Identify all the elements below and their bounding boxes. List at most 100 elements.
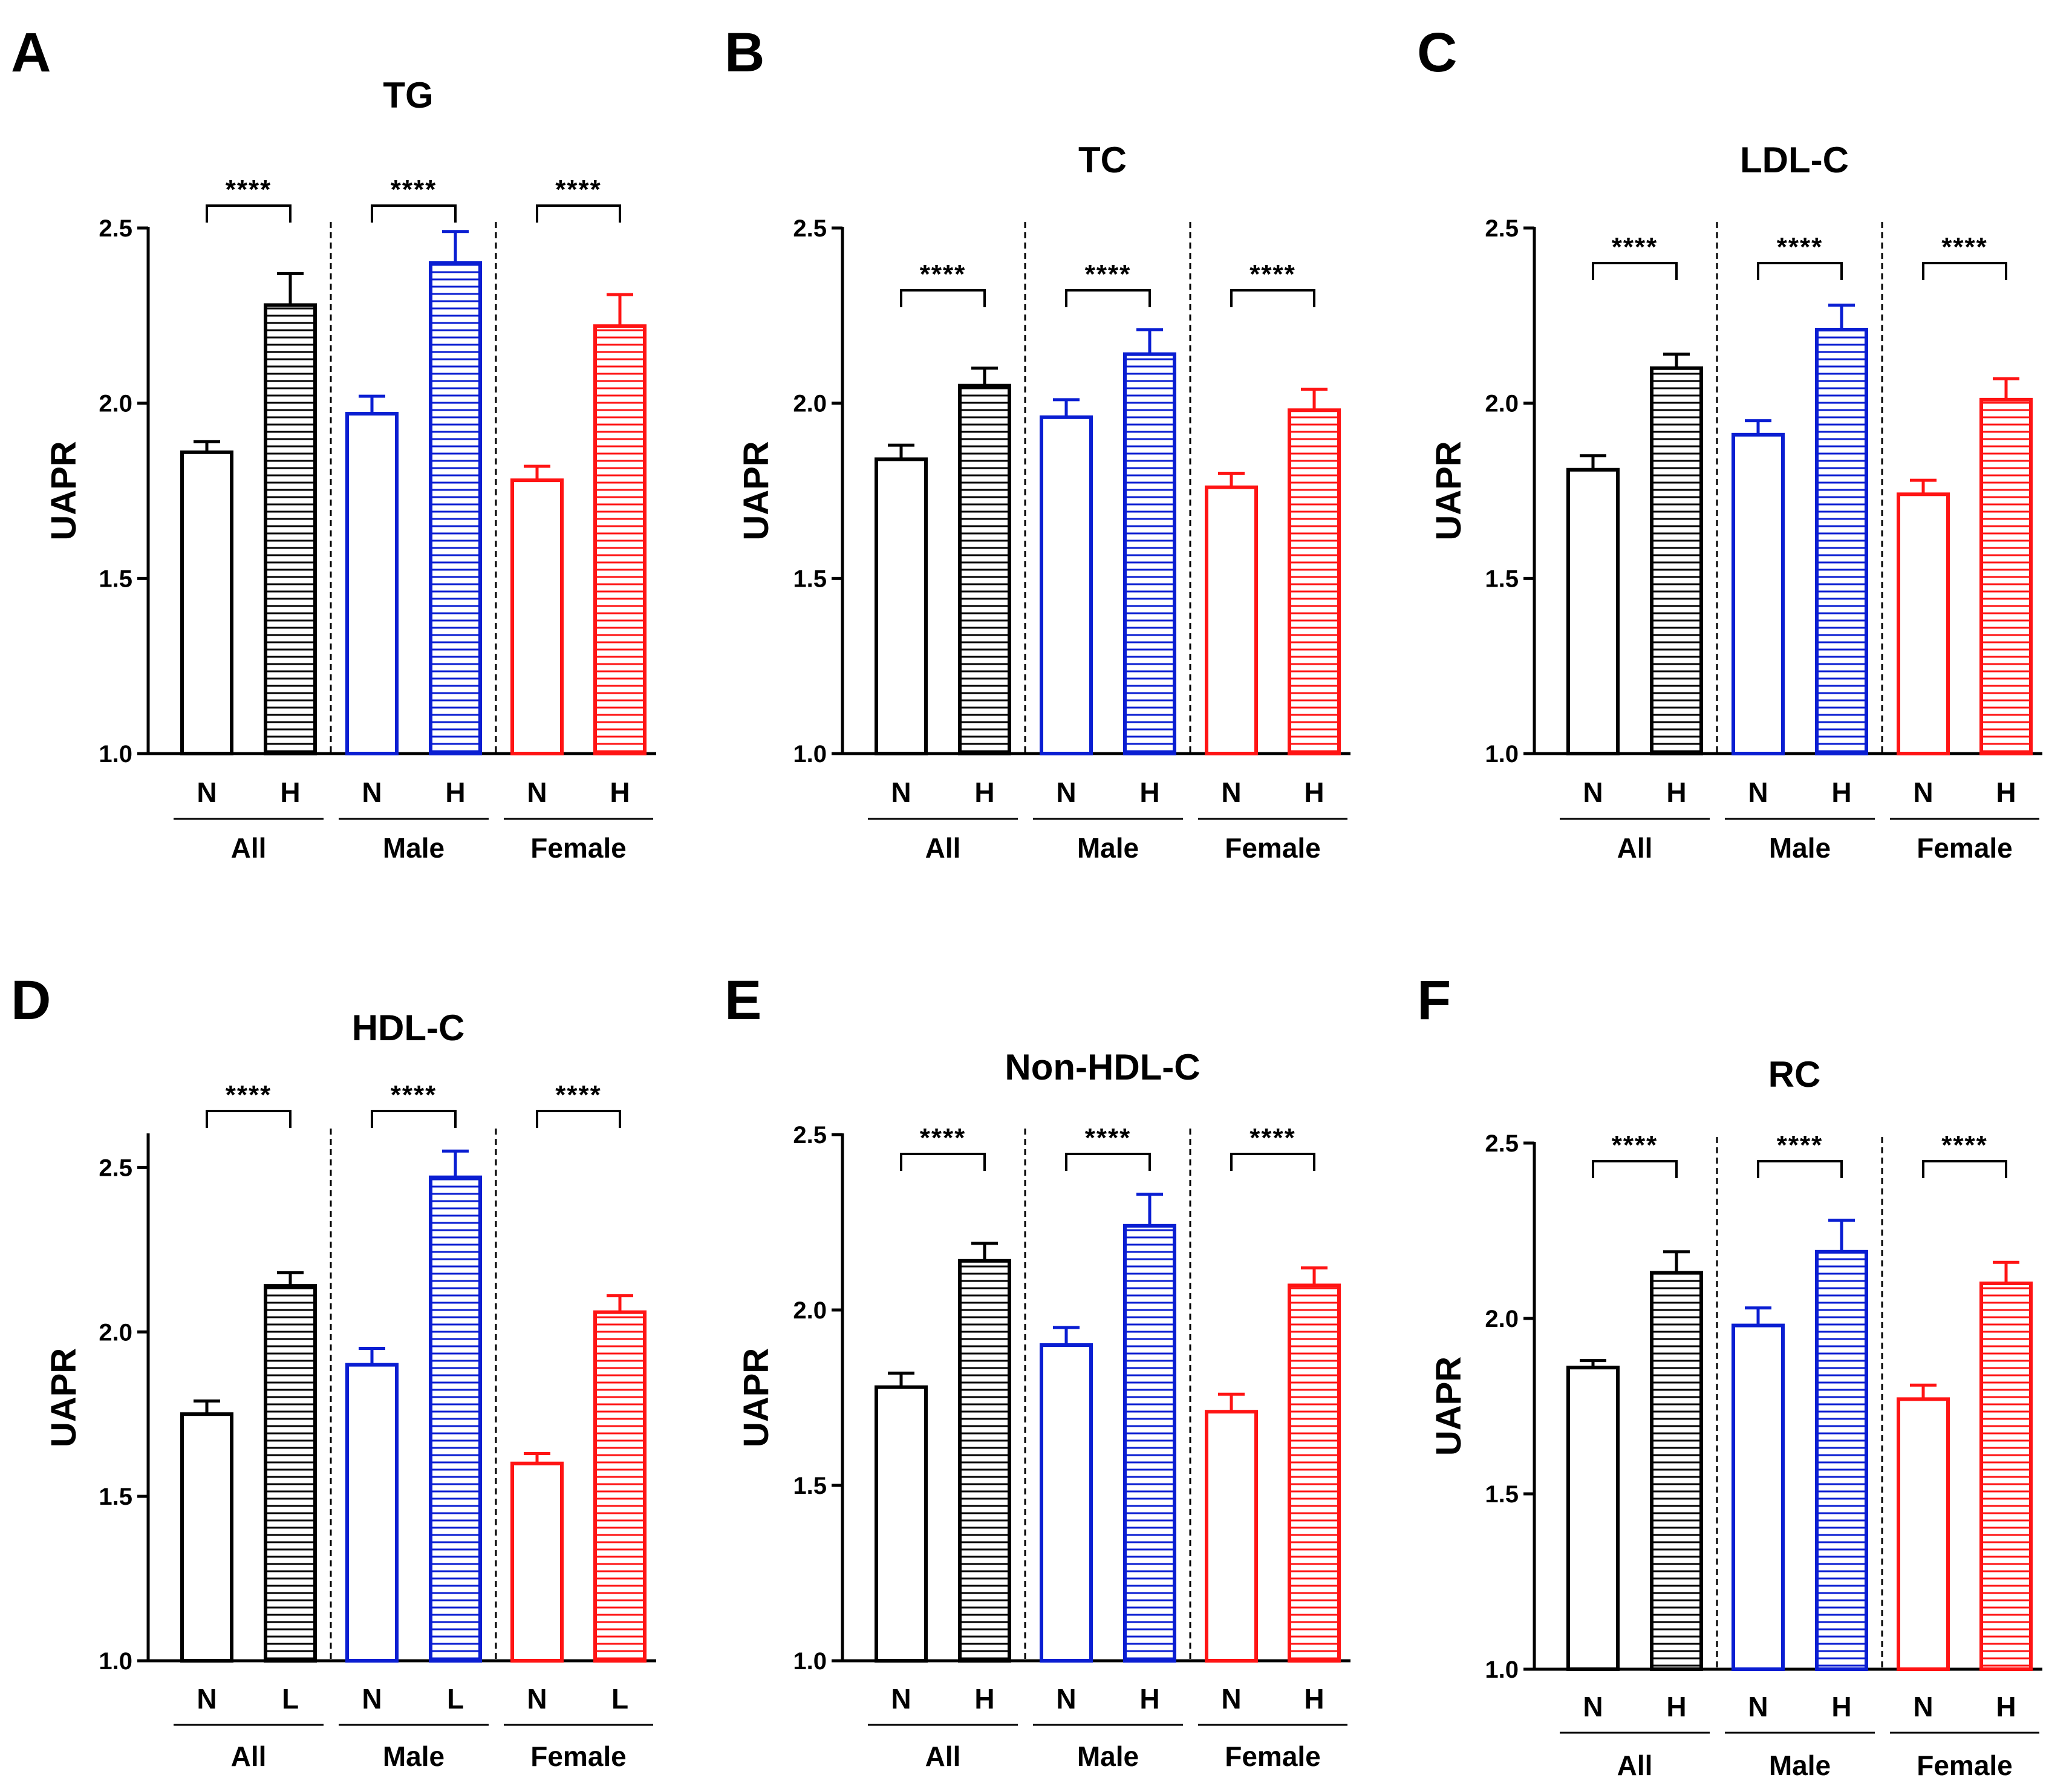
bar-all-n xyxy=(875,457,928,755)
y-tick-label: 2.5 xyxy=(793,1122,827,1149)
significance-label: **** xyxy=(391,175,437,204)
significance-label: **** xyxy=(555,175,602,204)
category-label: N xyxy=(1913,777,1933,808)
bar-female-h xyxy=(1288,1283,1341,1663)
significance-bracket xyxy=(206,204,292,223)
significance-bracket xyxy=(206,1110,292,1128)
category-label: N xyxy=(362,1683,382,1715)
bar-male-h xyxy=(1123,1223,1176,1663)
bar-all-n xyxy=(1566,1366,1620,1671)
category-label: H xyxy=(1666,777,1686,808)
category-label: H xyxy=(280,777,300,808)
bar-female-n xyxy=(510,478,564,755)
y-tick-label: 2.0 xyxy=(793,1297,827,1324)
category-label: N xyxy=(197,1683,217,1715)
panel-letter: A xyxy=(11,22,51,83)
y-tick-label: 2.0 xyxy=(99,391,132,417)
bar-all-h xyxy=(958,383,1011,755)
bar-female-h xyxy=(1979,1282,2033,1671)
chart-title: TC xyxy=(1078,140,1127,180)
chart-panel-d: D HDL-C UAPR 1.0 1.5 2.0 2.5 N L **** All N L **** Mal… xyxy=(11,969,656,1772)
bar-all-n xyxy=(180,1412,233,1663)
bar-all-l xyxy=(264,1284,317,1663)
category-label: H xyxy=(1996,777,2016,808)
bar-male-n xyxy=(1732,432,1785,755)
y-tick-label: 1.5 xyxy=(793,1473,827,1499)
y-tick-label: 2.0 xyxy=(1485,1306,1519,1332)
panel-letter: F xyxy=(1417,969,1451,1031)
significance-label: **** xyxy=(1941,232,1988,262)
bar-male-n xyxy=(1040,415,1093,755)
y-tick-label: 1.5 xyxy=(99,565,132,592)
group-label: All xyxy=(231,1741,267,1772)
y-tick-label: 2.0 xyxy=(99,1319,132,1346)
y-axis-label: UAPR xyxy=(737,441,776,540)
group-label: Female xyxy=(1225,1741,1321,1772)
y-tick-label: 2.0 xyxy=(793,391,827,417)
category-label: N xyxy=(1056,777,1076,808)
significance-label: **** xyxy=(1777,1130,1823,1160)
category-label: N xyxy=(1056,1683,1076,1715)
y-tick-label: 2.5 xyxy=(99,215,132,242)
significance-bracket xyxy=(536,204,621,223)
group-label: Male xyxy=(1077,832,1139,864)
category-label: H xyxy=(1139,1683,1159,1715)
category-label: N xyxy=(527,1683,547,1715)
chart-title: HDL-C xyxy=(352,1008,465,1048)
bar-male-h xyxy=(429,261,482,755)
y-tick-label: 1.0 xyxy=(793,1648,827,1675)
bar-female-n xyxy=(510,1461,564,1663)
group-label: All xyxy=(1617,832,1653,864)
group-label: Male xyxy=(1769,1750,1831,1781)
significance-bracket xyxy=(1065,1153,1151,1171)
category-label: H xyxy=(1831,1691,1851,1722)
panel-letter: E xyxy=(725,969,761,1031)
category-label: N xyxy=(1583,777,1603,808)
y-tick-label: 1.0 xyxy=(1485,741,1519,767)
bar-all-h xyxy=(264,303,317,756)
chart-title: RC xyxy=(1768,1054,1821,1095)
category-label: H xyxy=(610,777,630,808)
y-axis-label: UAPR xyxy=(1429,441,1468,540)
panel-letter: C xyxy=(1417,22,1457,83)
significance-bracket xyxy=(536,1110,621,1128)
significance-bracket xyxy=(1230,1153,1315,1171)
bar-female-l xyxy=(593,1310,647,1663)
category-label: H xyxy=(1996,1691,2016,1722)
significance-label: **** xyxy=(1085,259,1132,289)
y-tick-label: 2.5 xyxy=(793,215,827,242)
significance-label: **** xyxy=(1249,259,1296,289)
y-tick-label: 2.5 xyxy=(99,1155,132,1181)
chart-title: LDL-C xyxy=(1740,140,1849,180)
category-label: N xyxy=(1913,1691,1933,1722)
significance-bracket xyxy=(1592,262,1678,280)
significance-bracket xyxy=(371,204,457,223)
y-tick-label: 1.5 xyxy=(1485,1481,1519,1508)
bar-all-h xyxy=(958,1259,1011,1663)
bar-all-h xyxy=(1650,366,1703,755)
panel-letter: D xyxy=(11,969,51,1031)
y-tick-label: 1.0 xyxy=(793,741,827,767)
significance-bracket xyxy=(371,1110,457,1128)
bar-male-n xyxy=(345,1363,399,1663)
group-label: Female xyxy=(1917,1750,2013,1781)
y-tick-label: 1.0 xyxy=(99,741,132,767)
group-label: Male xyxy=(1077,1741,1139,1772)
category-label: N xyxy=(362,777,382,808)
y-tick-label: 1.0 xyxy=(1485,1657,1519,1683)
bar-female-h xyxy=(1979,397,2033,755)
significance-label: **** xyxy=(1777,232,1823,262)
y-tick-label: 1.5 xyxy=(793,565,827,592)
significance-label: **** xyxy=(226,175,272,204)
y-axis-label: UAPR xyxy=(737,1348,776,1447)
group-label: Female xyxy=(530,832,627,864)
category-label: H xyxy=(1304,1683,1324,1715)
chart-panel-c: C LDL-C UAPR 1.0 1.5 2.0 2.5 N H **** All N H **** Mal… xyxy=(1417,22,2042,864)
significance-label: **** xyxy=(1249,1123,1296,1153)
significance-label: **** xyxy=(920,259,966,289)
bar-all-h xyxy=(1650,1271,1703,1672)
significance-bracket xyxy=(1922,1160,2007,1178)
